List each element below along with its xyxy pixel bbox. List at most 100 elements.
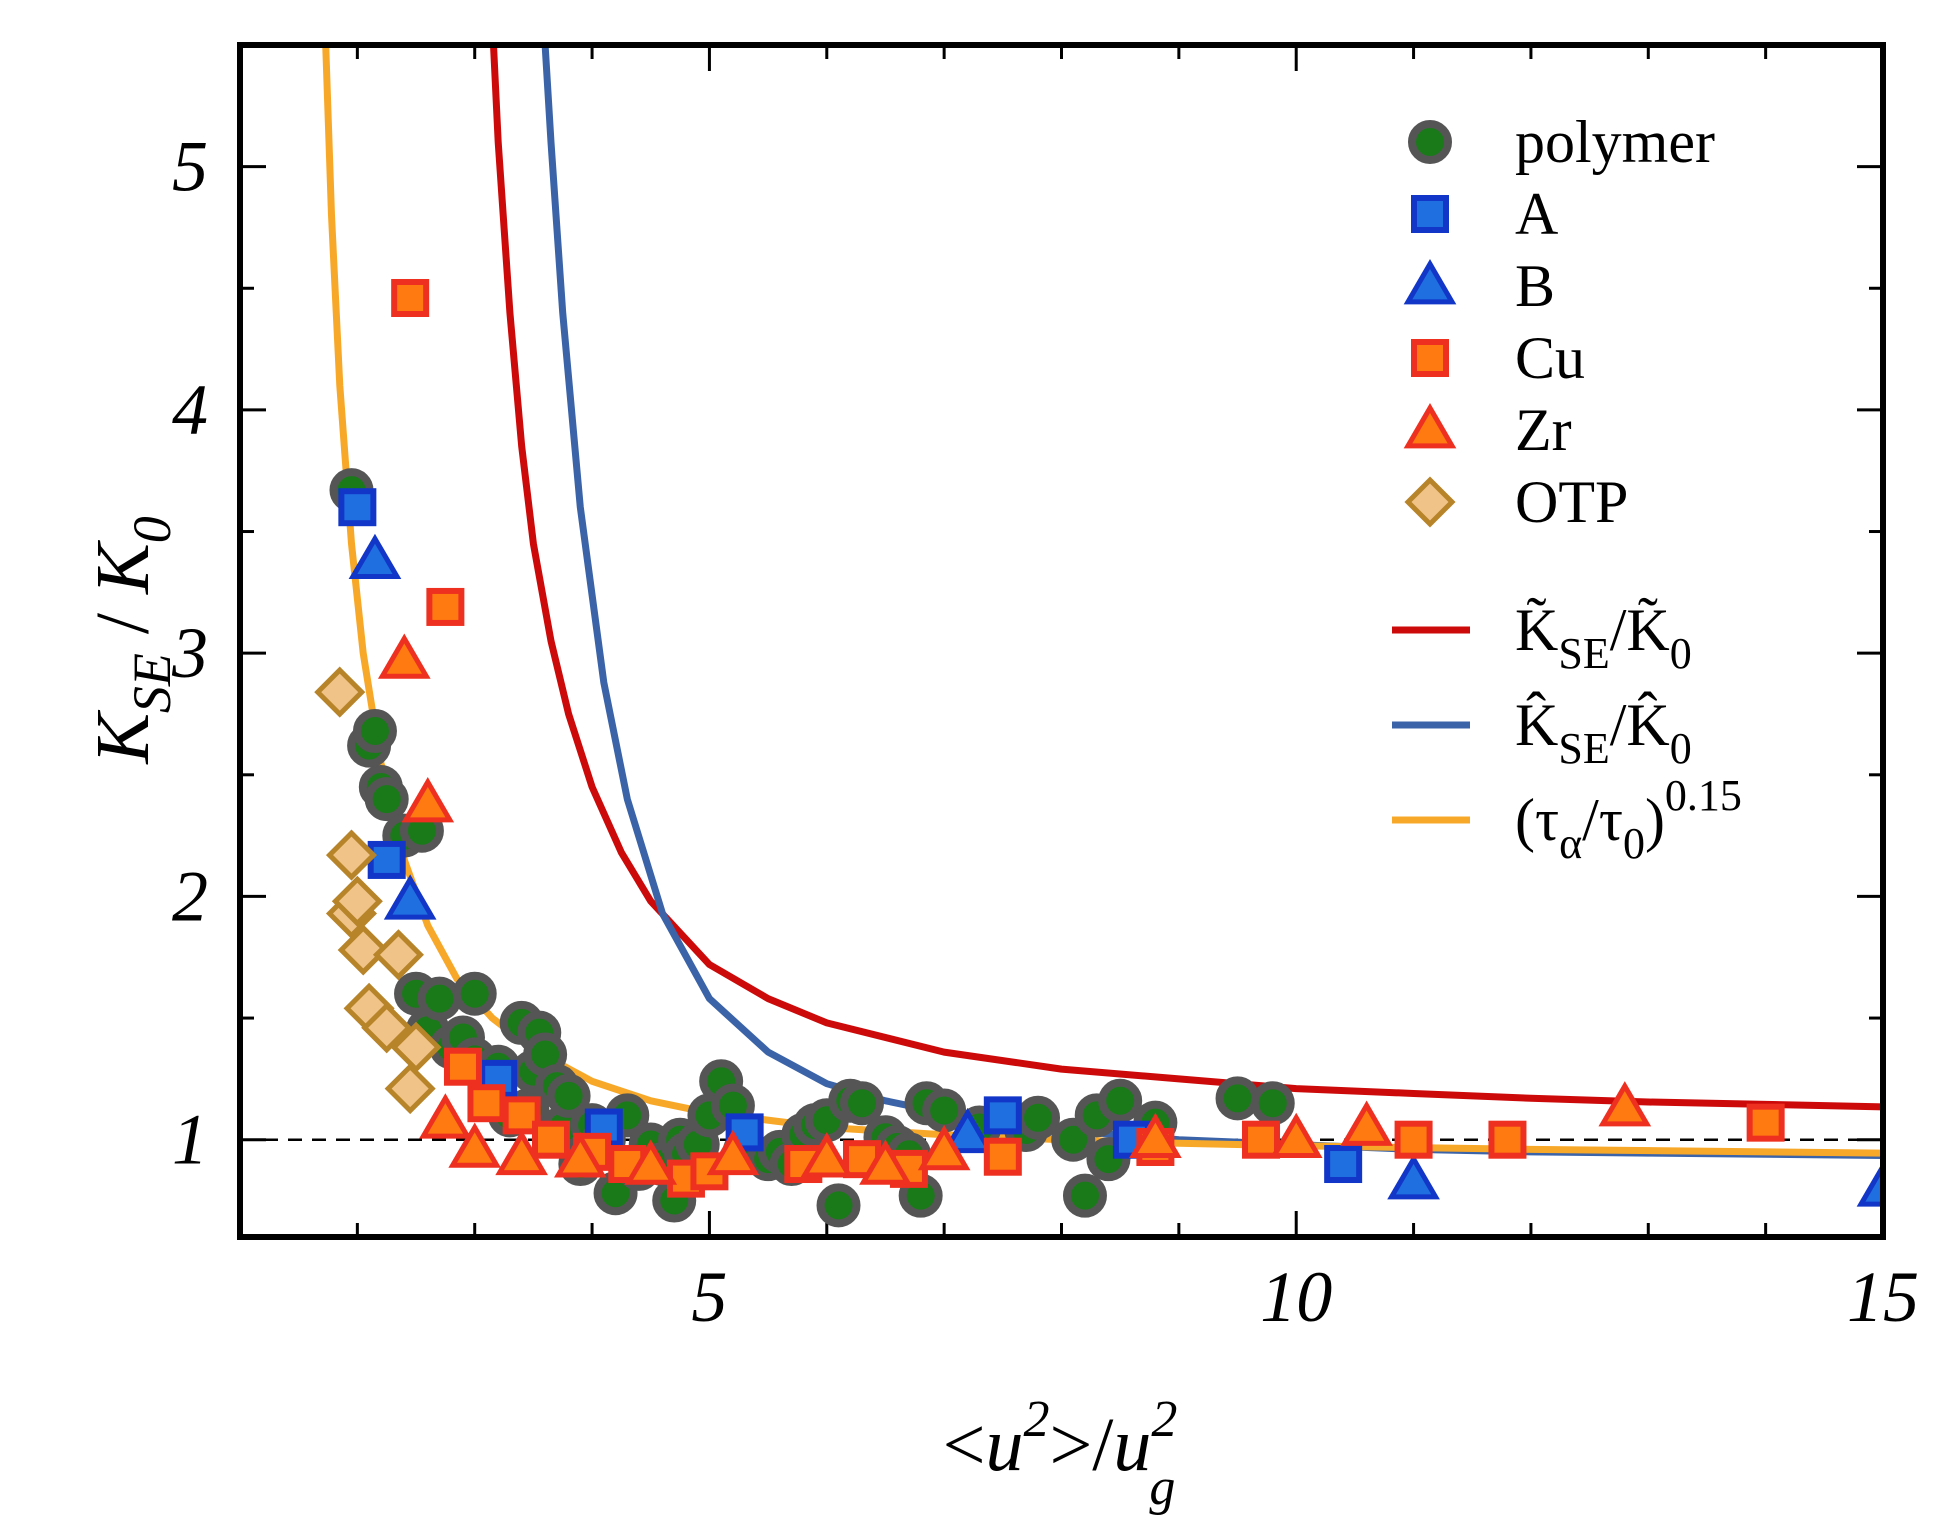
legend-curve-label-1: K̂SE/K̂0 bbox=[1515, 692, 1692, 773]
point-zr bbox=[706, 1129, 760, 1176]
x-axis-lt: < bbox=[943, 1403, 986, 1487]
point-polymer bbox=[452, 971, 497, 1016]
y-axis-k0: K bbox=[81, 540, 165, 595]
x-tick-label: 5 bbox=[691, 1257, 727, 1337]
point-otp bbox=[384, 1063, 436, 1115]
point-zr bbox=[448, 1122, 502, 1168]
legend-marker-a bbox=[1411, 195, 1449, 233]
point-otp bbox=[372, 929, 424, 981]
point-otp bbox=[361, 1002, 413, 1054]
legend-curve-part: SE bbox=[1558, 629, 1609, 678]
legend-curve-part: SE bbox=[1558, 724, 1609, 773]
legend-curve-part: ) bbox=[1645, 787, 1665, 853]
y-axis-sub1: SE bbox=[122, 653, 182, 713]
x-axis-sup: 2 bbox=[1023, 1391, 1049, 1448]
point-zr bbox=[1340, 1100, 1393, 1146]
legend-marker-otp bbox=[1404, 476, 1456, 528]
x-axis-sup2: 2 bbox=[1151, 1391, 1177, 1448]
point-a bbox=[1324, 1145, 1363, 1184]
y-tick-label: 1 bbox=[172, 1100, 208, 1180]
legend-label-cu: Cu bbox=[1515, 325, 1585, 391]
point-cu bbox=[1394, 1120, 1433, 1159]
x-axis-gt: >/ bbox=[1049, 1403, 1114, 1487]
point-polymer bbox=[839, 1081, 884, 1126]
legend-marker-cu bbox=[1411, 339, 1449, 377]
point-otp bbox=[331, 875, 383, 927]
point-a bbox=[725, 1113, 764, 1152]
legend-marker-b bbox=[1403, 259, 1457, 305]
curve-line-0 bbox=[490, 45, 1883, 1111]
point-zr bbox=[1129, 1112, 1182, 1159]
point-polymer bbox=[364, 777, 409, 822]
legend-curve-part: K̃ bbox=[1515, 597, 1558, 663]
point-cu bbox=[1746, 1103, 1785, 1142]
point-b bbox=[941, 1107, 994, 1154]
point-polymer bbox=[352, 709, 397, 754]
legend-label-zr: Zr bbox=[1515, 397, 1572, 463]
legend-curve-label-0: K̃SE/K̃0 bbox=[1515, 597, 1692, 678]
y-axis-slash: / bbox=[81, 594, 165, 653]
legend-curve-part: K̂ bbox=[1515, 692, 1558, 758]
point-zr bbox=[377, 633, 431, 679]
legend-marker-polymer bbox=[1408, 120, 1452, 164]
y-tick-label: 4 bbox=[172, 370, 208, 450]
x-tick-label: 15 bbox=[1847, 1257, 1919, 1337]
data-points bbox=[314, 278, 1883, 1228]
legend-label-otp: OTP bbox=[1515, 469, 1628, 535]
point-cu bbox=[391, 278, 430, 317]
point-zr bbox=[401, 777, 455, 823]
tick-labels: 5 10 15 1 2 3 4 5 bbox=[171, 127, 1919, 1337]
point-polymer bbox=[546, 1073, 591, 1118]
legend-curve-part: 0 bbox=[1670, 724, 1692, 773]
point-cu bbox=[1488, 1120, 1527, 1159]
point-cu bbox=[1242, 1120, 1281, 1159]
legend-curve-part: (τ bbox=[1515, 787, 1559, 853]
legend-curve-part: /τ bbox=[1582, 787, 1623, 853]
point-cu bbox=[531, 1120, 570, 1159]
point-otp bbox=[390, 1021, 442, 1073]
point-polymer bbox=[922, 1088, 967, 1133]
point-a bbox=[983, 1096, 1022, 1135]
legend-curve-part: 0 bbox=[1623, 819, 1645, 868]
legend-label-polymer: polymer bbox=[1515, 109, 1715, 175]
x-axis-title: <u2>/u2 g bbox=[943, 1391, 1178, 1516]
point-polymer bbox=[417, 976, 462, 1021]
point-b bbox=[1856, 1161, 1883, 1207]
x-axis-ug: u bbox=[1113, 1403, 1151, 1487]
y-axis-title: KSE / K0 bbox=[81, 516, 182, 765]
y-tick-label: 2 bbox=[172, 856, 208, 936]
legend-curve-part: 0.15 bbox=[1665, 771, 1742, 820]
point-zr bbox=[624, 1139, 678, 1185]
point-a bbox=[367, 840, 406, 879]
legend-label-b: B bbox=[1515, 253, 1555, 319]
point-zr bbox=[1269, 1112, 1323, 1159]
point-polymer bbox=[1016, 1095, 1061, 1140]
point-polymer bbox=[1215, 1076, 1260, 1121]
point-polymer bbox=[1098, 1078, 1143, 1123]
x-axis-sub: g bbox=[1149, 1459, 1175, 1516]
legend-marker-zr bbox=[1403, 403, 1457, 449]
legend-label-a: A bbox=[1515, 181, 1558, 247]
point-otp bbox=[325, 829, 378, 881]
point-otp bbox=[314, 666, 366, 718]
point-zr bbox=[917, 1124, 971, 1171]
point-cu bbox=[467, 1084, 506, 1123]
y-tick-label: 3 bbox=[171, 613, 208, 693]
legend-curve-part: /K̂ bbox=[1610, 692, 1670, 758]
y-axis-k: K bbox=[81, 710, 165, 765]
point-zr bbox=[800, 1132, 854, 1178]
point-b bbox=[1387, 1154, 1440, 1200]
legend-curve-label-2: (τα/τ0)0.15 bbox=[1515, 771, 1742, 868]
point-polymer bbox=[816, 1183, 861, 1228]
point-zr bbox=[859, 1139, 912, 1185]
point-polymer bbox=[1250, 1081, 1295, 1126]
point-cu bbox=[983, 1137, 1022, 1176]
point-b bbox=[348, 533, 402, 580]
x-axis-u: u bbox=[985, 1403, 1023, 1487]
point-b bbox=[383, 874, 437, 920]
point-a bbox=[338, 488, 377, 527]
point-polymer bbox=[1062, 1173, 1107, 1218]
legend-curve-part: /K̃ bbox=[1610, 597, 1670, 663]
y-tick-label: 5 bbox=[172, 127, 208, 207]
